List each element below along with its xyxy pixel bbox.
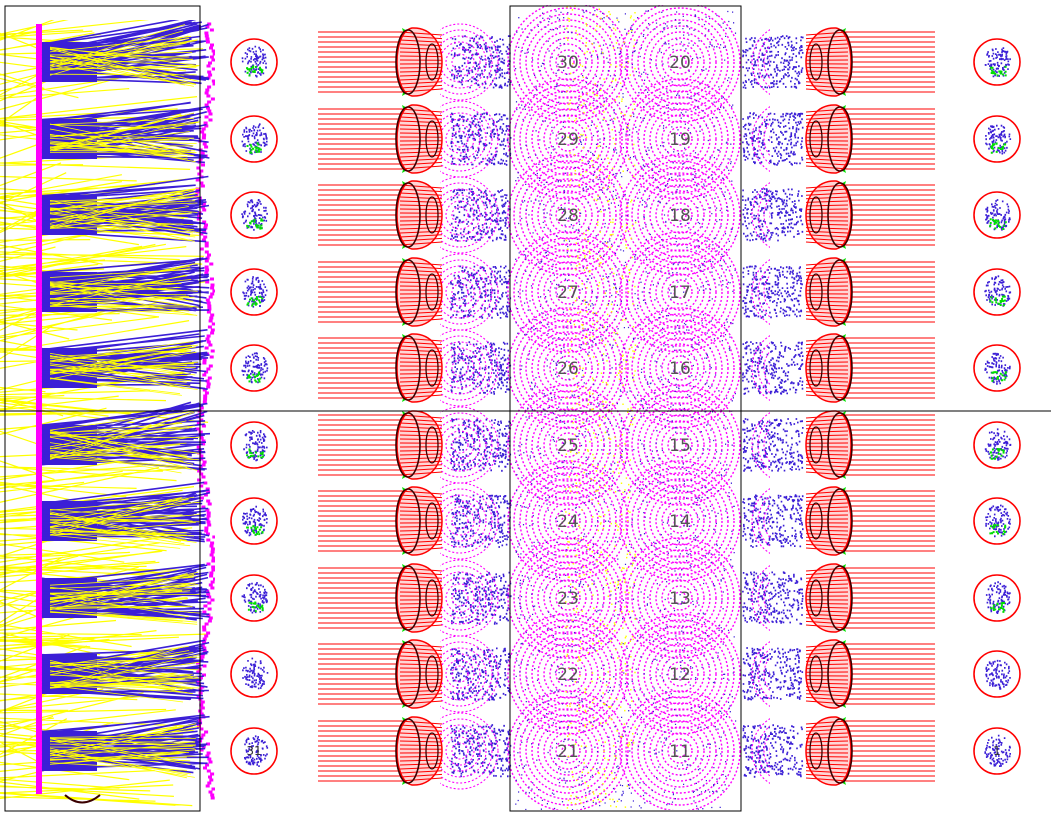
bottom-lens-fragment xyxy=(64,794,101,804)
ring-label: 27 xyxy=(557,283,579,303)
lens xyxy=(395,27,443,97)
detector-circle xyxy=(973,191,1021,239)
lens xyxy=(395,716,443,786)
left-incoming-rays xyxy=(318,31,405,782)
lens xyxy=(805,639,853,709)
detector-label: 1 xyxy=(993,744,1001,758)
ring-label: 21 xyxy=(557,742,579,762)
detector-circle xyxy=(973,115,1021,163)
detector-circle xyxy=(973,497,1021,545)
detector-circle xyxy=(973,574,1021,622)
lens xyxy=(395,639,443,709)
ring-label: 28 xyxy=(557,206,579,226)
lens xyxy=(805,486,853,556)
left-lens-spot-clusters xyxy=(450,35,512,778)
detector-circle xyxy=(973,344,1021,392)
blue-fiber-fans xyxy=(41,20,211,779)
ring-label: 22 xyxy=(557,665,579,685)
right-detector-circles: 1 xyxy=(973,38,1021,775)
ring-label: 11 xyxy=(669,742,691,762)
detector-circle xyxy=(230,115,278,163)
lens xyxy=(805,333,853,403)
ring-label: 25 xyxy=(557,436,579,456)
detector-circle xyxy=(230,650,278,698)
central-ring-array: 30 20 29 19 28 18 27 17 26 16 25 15 24 14 23 13 22 12 21 11 xyxy=(440,5,770,810)
center-frame-box xyxy=(509,5,742,812)
detector-circle: 1 xyxy=(973,727,1021,775)
lens xyxy=(395,104,443,174)
lens xyxy=(805,104,853,174)
detector-circle xyxy=(230,268,278,316)
ring-label: 15 xyxy=(669,436,691,456)
ring-label: 26 xyxy=(557,359,579,379)
ring-label: 13 xyxy=(669,589,691,609)
lens xyxy=(805,716,853,786)
ring-label: 14 xyxy=(669,512,691,532)
lens xyxy=(395,333,443,403)
right-lens-column xyxy=(805,27,853,786)
ring-label: 12 xyxy=(669,665,691,685)
ring-label: 19 xyxy=(669,130,691,150)
ring-labels: 30 20 29 19 28 18 27 17 26 16 25 15 24 14 23 13 22 12 21 11 xyxy=(557,53,691,762)
detector-circle xyxy=(230,421,278,469)
detector-circle xyxy=(973,268,1021,316)
detector-circle xyxy=(973,38,1021,86)
detector-circle xyxy=(230,497,278,545)
detector-circle xyxy=(230,191,278,239)
lens xyxy=(805,257,853,327)
detector-circle xyxy=(230,38,278,86)
lens xyxy=(395,410,443,480)
ring-label: 30 xyxy=(557,53,579,73)
central-scatter xyxy=(515,5,737,810)
left-fiber-bundle xyxy=(0,20,215,807)
lens xyxy=(805,180,853,250)
right-lens-spot-clusters xyxy=(742,35,804,778)
detector-circle xyxy=(230,574,278,622)
ring-label: 20 xyxy=(669,53,691,73)
detector-label: 31 xyxy=(246,744,261,758)
detector-circle xyxy=(230,344,278,392)
ring-label: 16 xyxy=(669,359,691,379)
ring-label: 29 xyxy=(557,130,579,150)
detector-circle xyxy=(973,650,1021,698)
lens xyxy=(805,410,853,480)
ring-label: 23 xyxy=(557,589,579,609)
frame-lines xyxy=(0,5,1051,812)
right-incoming-rays xyxy=(845,31,935,782)
lens xyxy=(395,257,443,327)
ring-label: 17 xyxy=(669,283,691,303)
lens xyxy=(395,180,443,250)
ring-label: 18 xyxy=(669,206,691,226)
left-detector-circles: 31 xyxy=(230,38,278,775)
left-lens-column xyxy=(395,27,443,786)
lens xyxy=(395,563,443,633)
lens xyxy=(805,27,853,97)
detector-circle: 31 xyxy=(230,727,278,775)
lens xyxy=(395,486,443,556)
left-frame-box xyxy=(4,5,201,812)
lens xyxy=(805,563,853,633)
detector-circle xyxy=(973,421,1021,469)
ring-label: 24 xyxy=(557,512,579,532)
